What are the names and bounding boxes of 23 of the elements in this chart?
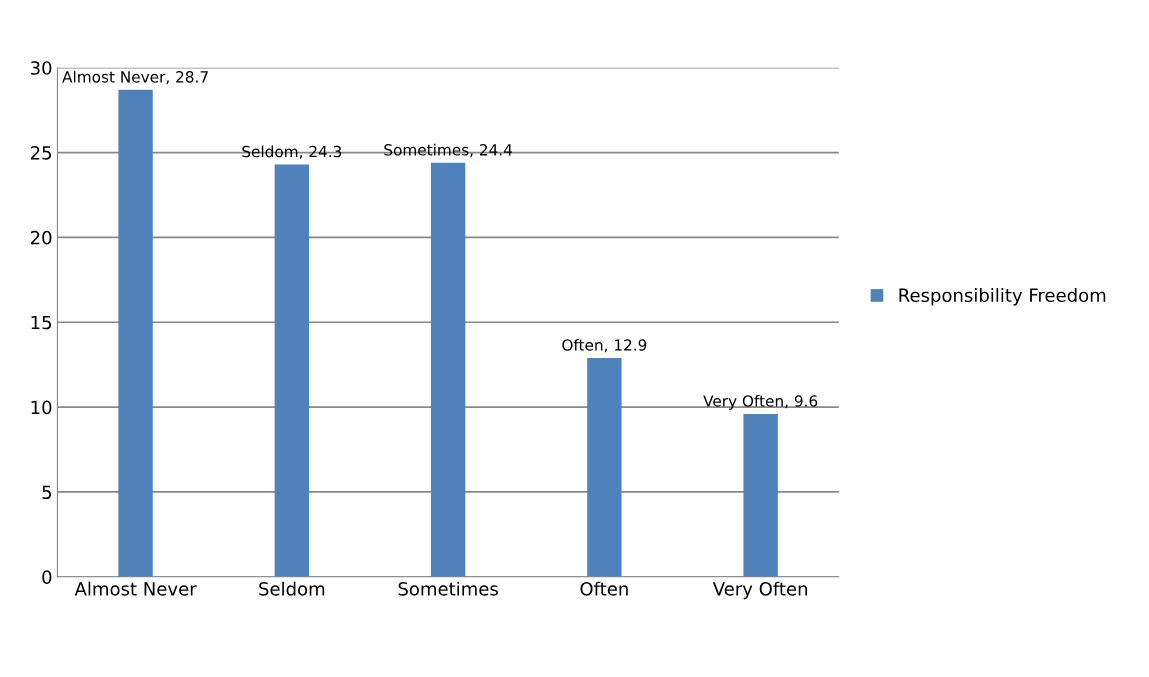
data-label: Seldom, 24.3 xyxy=(242,145,342,159)
x-tick-label: Seldom xyxy=(259,581,325,596)
x-tick-label: Often xyxy=(580,581,628,596)
bar xyxy=(743,413,778,577)
y-tick-label: 10 xyxy=(31,400,52,415)
y-tick-label: 25 xyxy=(30,146,52,160)
x-tick-label: Almost Never xyxy=(74,581,197,596)
bar xyxy=(587,357,622,577)
data-label: Often, 12.9 xyxy=(562,338,647,353)
y-tick-label: 30 xyxy=(30,61,52,75)
data-label: Sometimes, 24.4 xyxy=(384,143,513,158)
legend-label: Responsibility Freedom xyxy=(899,288,1106,306)
bar xyxy=(118,89,153,577)
y-tick-label: 15 xyxy=(31,315,52,330)
y-tick-label: 5 xyxy=(42,485,52,500)
data-label: Very Often, 9.6 xyxy=(703,394,818,410)
y-tick-label: 20 xyxy=(30,230,52,245)
y-tick-label: 0 xyxy=(42,570,52,584)
bar xyxy=(274,164,310,577)
data-label: Almost Never, 28.7 xyxy=(62,70,208,85)
x-tick-label: Sometimes xyxy=(398,581,498,596)
bar xyxy=(430,162,466,577)
x-tick-label: Very Often xyxy=(712,581,807,600)
